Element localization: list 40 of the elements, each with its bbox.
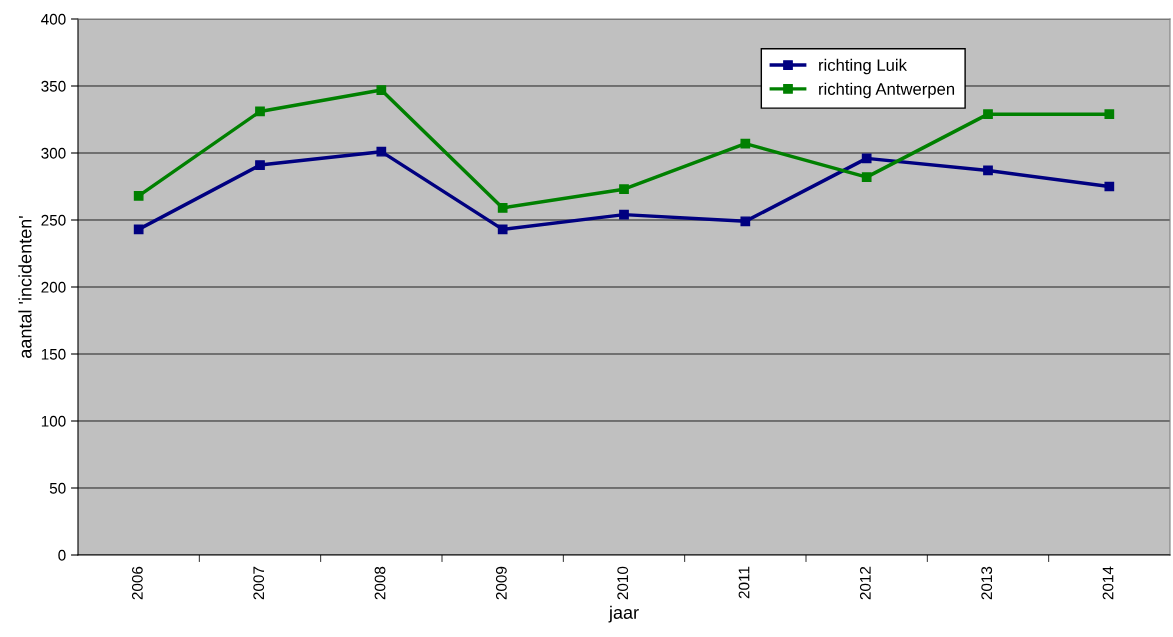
- point: [1104, 181, 1115, 192]
- y-tick-label: 350: [41, 80, 66, 92]
- point: [619, 209, 629, 220]
- point: [255, 160, 265, 170]
- x-tick-label: 2006: [131, 566, 143, 600]
- point: [497, 203, 508, 213]
- point: [497, 224, 508, 235]
- point: [1104, 109, 1115, 120]
- x-tick-label: 2010: [617, 566, 629, 600]
- x-tick-label: 2011: [738, 566, 750, 599]
- legend-label: richting Luik: [819, 58, 907, 75]
- y-tick-label: 300: [41, 147, 66, 159]
- x-axis-title: jaar: [608, 605, 639, 623]
- y-tick-label: 400: [41, 13, 66, 25]
- x-tick-label: 2012: [859, 566, 871, 600]
- y-tick-label: 200: [41, 281, 66, 293]
- point: [376, 85, 387, 95]
- point: [861, 172, 872, 182]
- y-tick-label: 100: [41, 415, 66, 427]
- point: [983, 109, 993, 120]
- point: [740, 138, 751, 149]
- x-tick-label: 2013: [981, 566, 993, 600]
- point: [255, 106, 265, 117]
- y-tick-label: 150: [41, 348, 66, 360]
- point: [133, 224, 144, 235]
- y-tick-label: 50: [49, 482, 66, 494]
- legend-label: richting Antwerpen: [819, 82, 955, 99]
- y-tick-label: 0: [58, 549, 66, 561]
- x-tick-label: 2008: [374, 566, 386, 600]
- y-axis-title: aantal 'incidenten': [18, 216, 32, 358]
- point: [133, 191, 144, 201]
- x-tick-label: 2009: [495, 566, 507, 600]
- point: [740, 216, 751, 227]
- point: [619, 184, 629, 195]
- x-tick-label: 2014: [1102, 566, 1114, 600]
- point: [376, 146, 387, 157]
- point: [861, 153, 872, 164]
- x-tick-label: 2007: [253, 566, 265, 600]
- point: [983, 165, 993, 176]
- y-tick-label: 250: [41, 214, 66, 226]
